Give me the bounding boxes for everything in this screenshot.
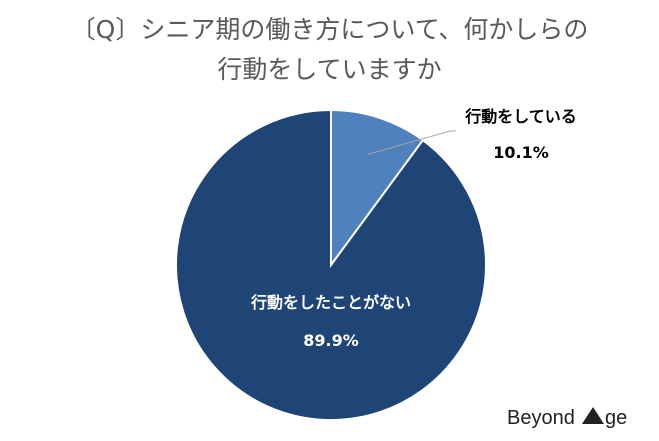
svg-text:Beyond: Beyond [507,407,575,429]
svg-text:ge: ge [605,407,627,429]
chart-title: 〔Q〕シニア期の働き方について、何かしらの 行動をしていますか [0,10,659,90]
leader-line-1 [367,130,456,156]
chart-title-line-1: 〔Q〕シニア期の働き方について、何かしらの [70,15,589,44]
brand-logo-mark: Beyond ge [507,407,627,429]
data-label-value-1: 10.1% [493,143,549,162]
data-label-value-2: 89.9% [303,331,359,350]
data-label-name-1: 行動をしている [464,107,577,126]
chart-title-line-2: 行動をしていますか [217,55,442,84]
pie-slice-1 [330,108,425,269]
brand-logo: Beyond ge [507,402,647,432]
data-label-name-2: 行動をしたことがない [250,293,411,312]
pie-slice-2 [175,108,487,421]
